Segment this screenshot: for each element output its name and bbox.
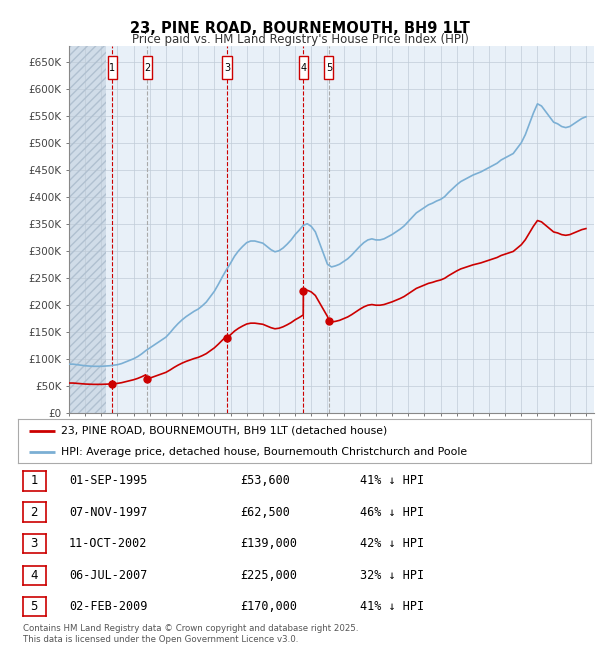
Text: 1: 1 [31,474,38,488]
Text: 07-NOV-1997: 07-NOV-1997 [69,506,148,519]
Text: 4: 4 [301,62,307,73]
Text: 4: 4 [31,569,38,582]
FancyBboxPatch shape [299,57,308,79]
Text: Contains HM Land Registry data © Crown copyright and database right 2025.
This d: Contains HM Land Registry data © Crown c… [23,624,358,644]
Text: 1: 1 [109,62,115,73]
Text: 42% ↓ HPI: 42% ↓ HPI [360,537,424,550]
Text: 5: 5 [326,62,332,73]
Text: Price paid vs. HM Land Registry's House Price Index (HPI): Price paid vs. HM Land Registry's House … [131,32,469,46]
Text: 41% ↓ HPI: 41% ↓ HPI [360,600,424,613]
Bar [69,46,106,413]
Text: 06-JUL-2007: 06-JUL-2007 [69,569,148,582]
FancyBboxPatch shape [223,57,232,79]
FancyBboxPatch shape [107,57,116,79]
Text: £139,000: £139,000 [240,537,297,550]
Text: 2: 2 [144,62,151,73]
Text: 46% ↓ HPI: 46% ↓ HPI [360,506,424,519]
Text: 11-OCT-2002: 11-OCT-2002 [69,537,148,550]
Text: £62,500: £62,500 [240,506,290,519]
Text: £225,000: £225,000 [240,569,297,582]
Text: 3: 3 [224,62,230,73]
Text: 23, PINE ROAD, BOURNEMOUTH, BH9 1LT: 23, PINE ROAD, BOURNEMOUTH, BH9 1LT [130,21,470,36]
Text: £53,600: £53,600 [240,474,290,488]
Text: 5: 5 [31,600,38,613]
Text: 01-SEP-1995: 01-SEP-1995 [69,474,148,488]
Text: 41% ↓ HPI: 41% ↓ HPI [360,474,424,488]
Text: HPI: Average price, detached house, Bournemouth Christchurch and Poole: HPI: Average price, detached house, Bour… [61,447,467,457]
Text: 02-FEB-2009: 02-FEB-2009 [69,600,148,613]
Bar [69,46,106,413]
Text: 2: 2 [31,506,38,519]
Text: £170,000: £170,000 [240,600,297,613]
FancyBboxPatch shape [325,57,334,79]
Text: 32% ↓ HPI: 32% ↓ HPI [360,569,424,582]
FancyBboxPatch shape [143,57,152,79]
Text: 23, PINE ROAD, BOURNEMOUTH, BH9 1LT (detached house): 23, PINE ROAD, BOURNEMOUTH, BH9 1LT (det… [61,426,387,436]
Text: 3: 3 [31,537,38,550]
